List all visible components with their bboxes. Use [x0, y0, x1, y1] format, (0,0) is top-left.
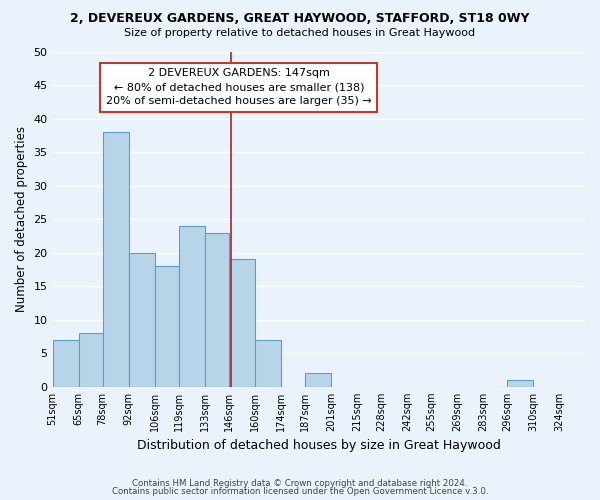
Y-axis label: Number of detached properties: Number of detached properties	[15, 126, 28, 312]
Bar	[53, 340, 79, 387]
Bar	[255, 340, 281, 387]
Bar	[179, 226, 205, 387]
Bar	[128, 252, 155, 387]
Bar	[79, 333, 103, 387]
Text: 2, DEVEREUX GARDENS, GREAT HAYWOOD, STAFFORD, ST18 0WY: 2, DEVEREUX GARDENS, GREAT HAYWOOD, STAF…	[70, 12, 530, 26]
Bar	[305, 374, 331, 387]
Bar	[103, 132, 128, 387]
Bar	[507, 380, 533, 387]
X-axis label: Distribution of detached houses by size in Great Haywood: Distribution of detached houses by size …	[137, 440, 501, 452]
Bar	[229, 260, 255, 387]
Text: Contains HM Land Registry data © Crown copyright and database right 2024.: Contains HM Land Registry data © Crown c…	[132, 478, 468, 488]
Text: Contains public sector information licensed under the Open Government Licence v.: Contains public sector information licen…	[112, 487, 488, 496]
Bar	[155, 266, 179, 387]
Text: 2 DEVEREUX GARDENS: 147sqm
← 80% of detached houses are smaller (138)
20% of sem: 2 DEVEREUX GARDENS: 147sqm ← 80% of deta…	[106, 68, 372, 106]
Bar	[205, 232, 229, 387]
Text: Size of property relative to detached houses in Great Haywood: Size of property relative to detached ho…	[124, 28, 476, 38]
